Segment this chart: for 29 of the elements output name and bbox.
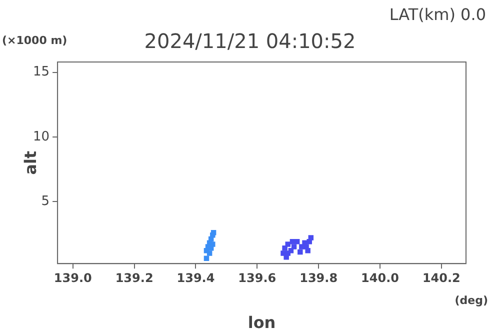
point [282, 245, 288, 251]
y-tick-label: 5 [41, 194, 50, 209]
text: (deg) [454, 294, 488, 307]
point [285, 242, 290, 247]
y-tick-label: 15 [32, 64, 50, 80]
text: LAT(km) 0.0 [389, 5, 486, 24]
x-axis-title: lon [248, 313, 276, 331]
x-tick-label: 139.8 [300, 270, 338, 285]
point [298, 249, 303, 255]
point [206, 250, 212, 256]
y-tick-label: 10 [32, 129, 50, 144]
chart-title: 2024/11/21 04:10:52 [144, 29, 356, 53]
point [291, 244, 297, 250]
point [210, 230, 216, 236]
x-tick-label: 139.2 [115, 270, 154, 285]
point [204, 256, 210, 262]
x-tick-label: 139.6 [238, 270, 276, 285]
x-tick-label: 139.4 [176, 270, 215, 285]
x-tick-label: 139.0 [54, 270, 92, 285]
point [294, 239, 300, 244]
y-axis-title: alt [21, 150, 40, 175]
point [280, 250, 286, 256]
x-tick-label: 140.0 [361, 270, 399, 285]
point [305, 248, 310, 254]
x-tick-label: 140.2 [422, 270, 460, 285]
point [308, 235, 314, 240]
text: (×1000 m) [2, 34, 68, 47]
point [285, 250, 290, 256]
point [299, 244, 304, 250]
